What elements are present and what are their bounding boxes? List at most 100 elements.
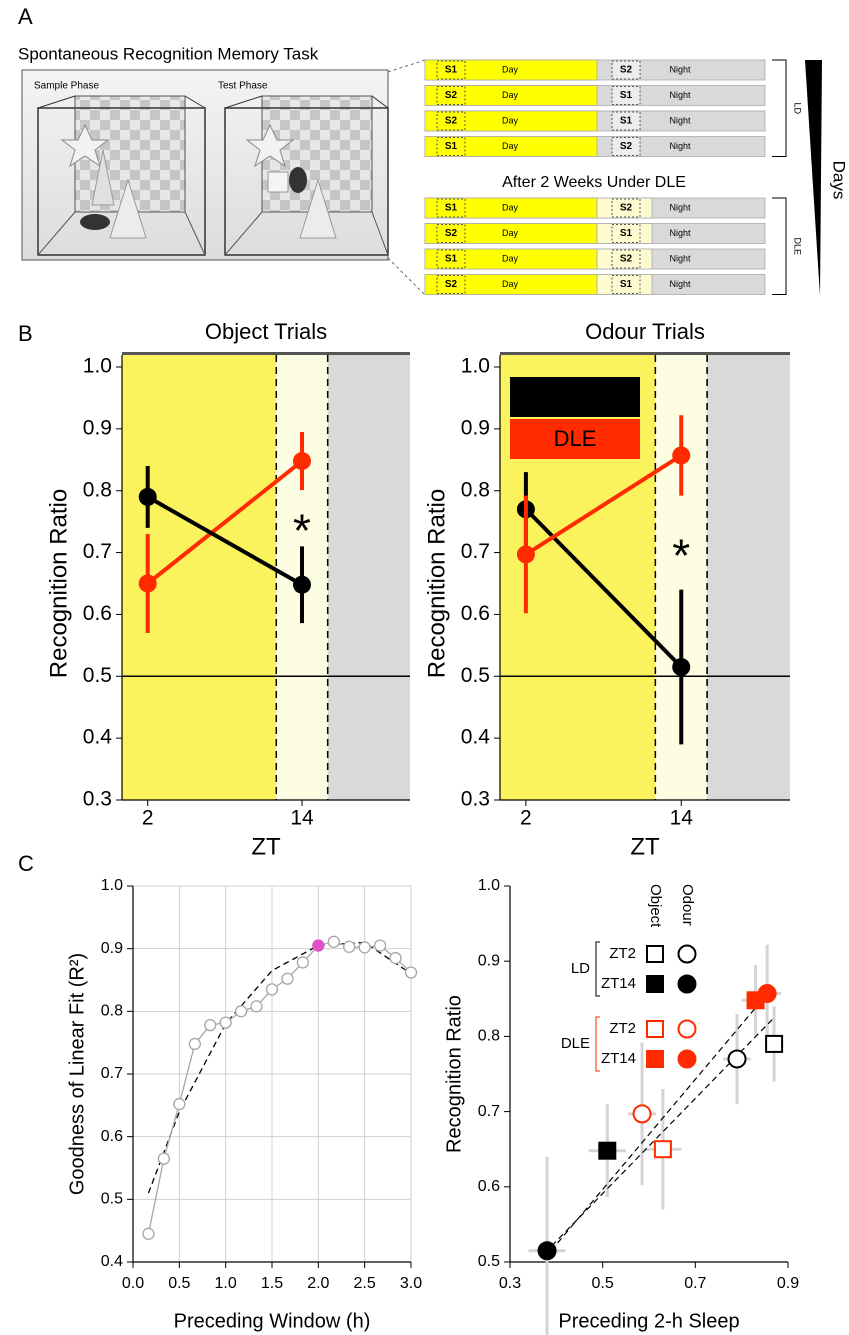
session-label: S1 bbox=[445, 65, 458, 76]
series-line bbox=[524, 507, 683, 669]
session-box bbox=[611, 249, 641, 269]
session-box bbox=[436, 137, 466, 156]
x-tick-label: 0.5 bbox=[168, 1275, 190, 1292]
day-band bbox=[424, 59, 598, 81]
y-axis-label: Goodness of Linear Fit (R²) bbox=[66, 953, 88, 1195]
point bbox=[632, 1104, 652, 1124]
y-tick-label: 0.4 bbox=[101, 1253, 123, 1270]
point bbox=[296, 956, 310, 969]
y-tick-label: 1.0 bbox=[101, 877, 123, 894]
phase-label: Sample Phase bbox=[34, 81, 99, 92]
session-box bbox=[436, 111, 466, 131]
night-label: Night bbox=[669, 228, 691, 238]
days-label: Days bbox=[830, 161, 849, 200]
x-axis-label: Preceding Window (h) bbox=[174, 1310, 371, 1332]
point bbox=[327, 935, 340, 948]
legend-marker bbox=[677, 974, 697, 994]
point bbox=[293, 452, 311, 471]
point bbox=[727, 1049, 747, 1069]
days-triangle bbox=[805, 60, 822, 296]
point bbox=[219, 1016, 232, 1029]
point bbox=[173, 1097, 186, 1111]
legend-bracket bbox=[595, 1016, 600, 1072]
session-box bbox=[436, 249, 466, 269]
extended-light bbox=[596, 248, 653, 270]
phase-label: Test Phase bbox=[218, 81, 268, 92]
session-label: S2 bbox=[620, 65, 633, 76]
session-box bbox=[611, 275, 641, 294]
point bbox=[138, 574, 157, 593]
x-tick-label: 0.9 bbox=[777, 1275, 799, 1292]
session-box bbox=[611, 198, 641, 218]
cube-sample bbox=[37, 95, 206, 256]
session-box bbox=[611, 60, 641, 80]
x-tick-label: 3.0 bbox=[400, 1275, 422, 1292]
session-label: S1 bbox=[620, 228, 633, 239]
legend-column: Object bbox=[647, 884, 664, 928]
night-label: Night bbox=[669, 141, 691, 151]
session-label: S2 bbox=[445, 90, 458, 101]
legend-group: LD bbox=[571, 960, 590, 977]
point bbox=[598, 1141, 617, 1160]
panel-label: A bbox=[18, 4, 33, 29]
day-label: Day bbox=[502, 253, 519, 263]
y-tick-label: 0.5 bbox=[83, 664, 112, 687]
session-label: S2 bbox=[445, 116, 458, 127]
y-tick-label: 0.4 bbox=[461, 726, 491, 749]
group-bracket bbox=[772, 59, 787, 157]
x-tick-label: 1.0 bbox=[215, 1275, 237, 1292]
day-label: Day bbox=[502, 141, 519, 151]
point bbox=[757, 984, 777, 1004]
session-box bbox=[436, 60, 466, 80]
fit-line bbox=[544, 990, 770, 1259]
session-label: S1 bbox=[620, 90, 633, 101]
y-tick-label: 0.9 bbox=[478, 952, 500, 969]
y-tick-label: 1.0 bbox=[83, 355, 112, 378]
point bbox=[373, 939, 387, 952]
session-box bbox=[611, 137, 641, 156]
x-tick-label: 0.0 bbox=[122, 1275, 144, 1292]
y-tick-label: 0.5 bbox=[101, 1191, 123, 1208]
legend-group: DLE bbox=[561, 1035, 590, 1052]
x-tick-label: 0.3 bbox=[499, 1275, 521, 1292]
schedule-subtitle: After 2 Weeks Under DLE bbox=[502, 174, 686, 191]
session-box bbox=[436, 224, 466, 243]
session-label: S1 bbox=[445, 141, 458, 152]
x-tick-label: 2.0 bbox=[307, 1275, 329, 1292]
y-tick-label: 0.6 bbox=[478, 1178, 500, 1195]
y-tick-label: 0.5 bbox=[478, 1253, 500, 1270]
series-line bbox=[524, 453, 683, 557]
point bbox=[142, 1227, 155, 1240]
panel-label: B bbox=[18, 321, 33, 346]
day-label: Day bbox=[502, 115, 519, 125]
region bbox=[707, 355, 790, 800]
y-axis-label: Recognition Ratio bbox=[423, 489, 450, 678]
x-tick-label: 2 bbox=[142, 807, 154, 830]
y-tick-label: 0.9 bbox=[461, 416, 490, 439]
x-tick-label: 0.5 bbox=[592, 1275, 614, 1292]
point bbox=[312, 939, 325, 952]
y-tick-label: 1.0 bbox=[461, 355, 490, 378]
night-label: Night bbox=[669, 253, 691, 263]
legend-swatch bbox=[510, 419, 640, 459]
session-label: S1 bbox=[445, 254, 458, 265]
session-label: S1 bbox=[620, 279, 633, 290]
point bbox=[188, 1037, 201, 1051]
chart: Object Trials 0.3 0.4 0.5 0.6 0.7 0.8 0.9 1.0 2 14… bbox=[45, 319, 410, 860]
cube-test bbox=[224, 95, 389, 256]
legend-label: LD bbox=[561, 384, 589, 409]
point bbox=[343, 940, 356, 953]
session-box bbox=[611, 86, 641, 105]
y-tick-label: 0.8 bbox=[478, 1028, 500, 1045]
chart: 0.4 0.5 0.6 0.7 0.8 0.9 1.0 0.0 0.5 1.0 1.5 2.0 2.5 3… bbox=[66, 877, 422, 1332]
x-tick-label: 1.5 bbox=[261, 1275, 283, 1292]
y-tick-label: 0.7 bbox=[101, 1065, 123, 1082]
point bbox=[537, 1241, 557, 1261]
legend-bracket bbox=[595, 941, 600, 997]
day-label: Day bbox=[502, 228, 519, 238]
y-tick-label: 0.9 bbox=[101, 940, 123, 957]
session-label: S2 bbox=[445, 228, 458, 239]
point bbox=[358, 941, 371, 954]
legend-marker bbox=[677, 944, 697, 964]
